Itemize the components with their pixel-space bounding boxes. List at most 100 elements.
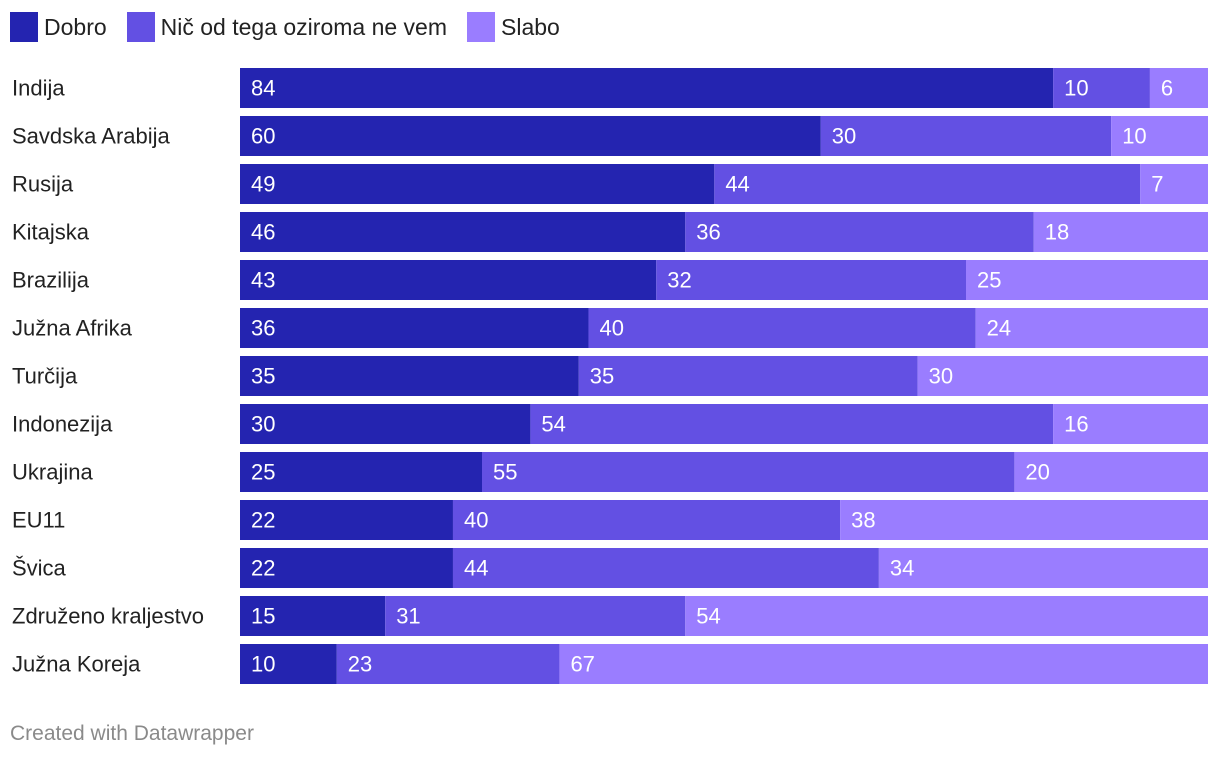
bar-value-label: 43 <box>251 268 275 293</box>
bar-value-label: 25 <box>251 460 275 485</box>
bar-segment[interactable] <box>1149 68 1208 108</box>
bar-value-label: 25 <box>977 268 1001 293</box>
category-label: EU11 <box>12 508 65 533</box>
bar-segment[interactable] <box>1014 452 1208 492</box>
bar-segment[interactable] <box>588 308 976 348</box>
bar-value-label: 30 <box>832 124 856 149</box>
bar-value-label: 84 <box>251 76 275 101</box>
category-label: Brazilija <box>12 268 90 293</box>
bar-value-label: 10 <box>251 652 275 677</box>
bar-segment[interactable] <box>240 116 821 156</box>
bar-segment[interactable] <box>240 548 453 588</box>
bar-value-label: 10 <box>1064 76 1088 101</box>
legend-item: Nič od tega oziroma ne vem <box>126 12 448 42</box>
category-label: Kitajska <box>12 220 90 245</box>
bar-value-label: 30 <box>251 412 275 437</box>
bar-value-label: 15 <box>251 604 275 629</box>
bar-segment[interactable] <box>530 404 1054 444</box>
bar-value-label: 49 <box>251 172 275 197</box>
bar-value-label: 44 <box>725 172 749 197</box>
category-label: Švica <box>12 556 67 581</box>
bar-segment[interactable] <box>917 356 1208 396</box>
bar-segment[interactable] <box>878 548 1208 588</box>
legend-item: Slabo <box>467 12 560 42</box>
bar-segment[interactable] <box>685 596 1208 636</box>
bar-segment[interactable] <box>1111 116 1208 156</box>
category-label: Južna Koreja <box>12 652 141 677</box>
bar-segment[interactable] <box>1053 404 1208 444</box>
bar-value-label: 60 <box>251 124 275 149</box>
legend-swatch <box>10 12 38 42</box>
bar-value-label: 34 <box>890 556 914 581</box>
category-label: Indonezija <box>12 412 113 437</box>
bar-segment[interactable] <box>840 500 1208 540</box>
bar-segment[interactable] <box>714 164 1141 204</box>
bar-value-label: 22 <box>251 556 275 581</box>
bar-segment[interactable] <box>240 260 657 300</box>
bar-value-label: 55 <box>493 460 517 485</box>
bar-segment[interactable] <box>452 548 879 588</box>
bar-segment[interactable] <box>820 116 1112 156</box>
category-label: Turčija <box>12 364 78 389</box>
bar-segment[interactable] <box>240 404 531 444</box>
bar-value-label: 35 <box>251 364 275 389</box>
legend-label: Nič od tega oziroma ne vem <box>160 14 448 40</box>
category-label: Južna Afrika <box>12 316 133 341</box>
bar-segment[interactable] <box>1140 164 1208 204</box>
bar-value-label: 40 <box>599 316 623 341</box>
category-label: Savdska Arabija <box>12 124 171 149</box>
bar-value-label: 54 <box>541 412 565 437</box>
bar-value-label: 67 <box>570 652 594 677</box>
bar-segment[interactable] <box>966 260 1208 300</box>
bar-segment[interactable] <box>240 596 386 636</box>
category-label: Indija <box>12 76 65 101</box>
bar-value-label: 36 <box>696 220 720 245</box>
bar-segment[interactable] <box>336 644 560 684</box>
bar-segment[interactable] <box>385 596 686 636</box>
bar-value-label: 24 <box>987 316 1011 341</box>
category-label: Rusija <box>12 172 74 197</box>
legend-label: Dobro <box>44 14 107 40</box>
bar-value-label: 22 <box>251 508 275 533</box>
bar-segment[interactable] <box>240 68 1054 108</box>
category-label: Združeno kraljestvo <box>12 604 204 629</box>
bar-value-label: 31 <box>396 604 420 629</box>
bar-value-label: 20 <box>1025 460 1049 485</box>
bar-segment[interactable] <box>240 500 453 540</box>
bar-value-label: 32 <box>667 268 691 293</box>
bar-value-label: 6 <box>1161 76 1173 101</box>
bar-segment[interactable] <box>240 308 589 348</box>
bar-segment[interactable] <box>578 356 918 396</box>
bar-segment[interactable] <box>240 452 482 492</box>
bar-value-label: 36 <box>251 316 275 341</box>
bar-value-label: 38 <box>851 508 875 533</box>
legend-swatch <box>126 12 155 42</box>
bar-value-label: 23 <box>348 652 372 677</box>
bar-segment[interactable] <box>685 212 1034 252</box>
bar-segment[interactable] <box>452 500 841 540</box>
bar-segment[interactable] <box>240 164 715 204</box>
category-label: Ukrajina <box>12 460 93 485</box>
bar-segment[interactable] <box>240 644 337 684</box>
bar-segment[interactable] <box>482 452 1015 492</box>
bar-value-label: 44 <box>464 556 488 581</box>
bar-segment[interactable] <box>559 644 1208 684</box>
stacked-bar-chart: Indija 84 10 6 Savdska Arabija 60 30 10 Rusija 49… <box>12 68 1208 684</box>
bar-segment[interactable] <box>975 308 1208 348</box>
bar-segment[interactable] <box>656 260 966 300</box>
bar-value-label: 46 <box>251 220 275 245</box>
bar-value-label: 16 <box>1064 412 1088 437</box>
bar-value-label: 7 <box>1151 172 1163 197</box>
bar-value-label: 18 <box>1045 220 1069 245</box>
bar-segment[interactable] <box>1053 68 1150 108</box>
legend-swatch <box>467 12 496 42</box>
bar-value-label: 40 <box>464 508 488 533</box>
bar-segment[interactable] <box>240 356 579 396</box>
bar-value-label: 54 <box>696 604 720 629</box>
legend-item: Dobro <box>10 12 107 42</box>
bar-value-label: 10 <box>1122 124 1146 149</box>
bar-segment[interactable] <box>240 212 686 252</box>
footer-credit[interactable]: Created with Datawrapper <box>10 722 254 745</box>
bar-value-label: 30 <box>929 364 953 389</box>
bar-segment[interactable] <box>1033 212 1208 252</box>
